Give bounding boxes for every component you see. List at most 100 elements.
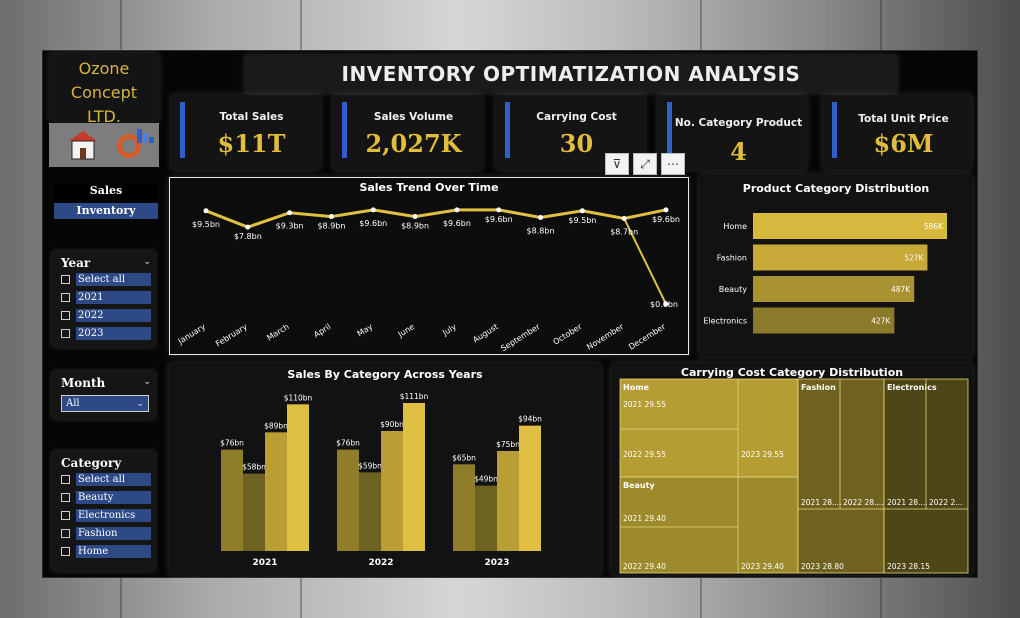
kpi-label: Total Sales	[219, 111, 284, 123]
category-slicer: Category Select all Beauty Electronics F…	[52, 451, 155, 571]
dashboard-title-box: INVENTORY OPTIMATIZATION ANALYSIS	[245, 55, 897, 93]
data-point	[621, 215, 627, 221]
cell-label: 2021 28....	[801, 498, 842, 507]
data-label: $9.3bn	[276, 222, 304, 231]
category-label: Beauty	[719, 285, 748, 294]
bar	[753, 307, 895, 334]
x-tick-label: October	[552, 322, 585, 347]
kpi-value: $11T	[217, 129, 286, 158]
carrying-cost-treemap: Carrying Cost Category Distribution Home…	[611, 363, 973, 575]
hbar-chart-svg: Home 586K Fashion 527K Beauty 487K Electronics…	[703, 213, 947, 334]
more-options-icon[interactable]: ⋯	[661, 153, 685, 175]
group-label: Electronics	[887, 383, 937, 392]
month-slicer-title: Month	[61, 376, 106, 390]
kpi-value: 30	[559, 129, 594, 158]
group-label: Home	[623, 383, 650, 392]
data-label: $8.8bn	[527, 227, 555, 236]
bar	[243, 473, 265, 551]
dashboard-canvas: Ozone Concept LTD. Sales Inventory Year …	[42, 50, 978, 578]
bar	[359, 472, 381, 551]
cell-label: 2023 29.55	[741, 450, 784, 459]
page-title: INVENTORY OPTIMATIZATION ANALYSIS	[341, 62, 801, 86]
data-point	[203, 208, 209, 214]
kpi-value: $6M	[873, 129, 934, 158]
data-label: $9.6bn	[652, 215, 680, 224]
chart-title: Sales By Category Across Years	[287, 368, 483, 381]
data-label: $9.5bn	[192, 220, 220, 229]
checkbox[interactable]	[61, 275, 70, 284]
cell-label: 2022 2...	[929, 498, 962, 507]
cell-label: 2021 29.55	[623, 400, 666, 409]
checkbox[interactable]	[61, 293, 70, 302]
checkbox[interactable]	[61, 547, 70, 556]
checkbox[interactable]	[61, 529, 70, 538]
kpi-card-total-unit-price: Total Unit Price $6M	[823, 95, 972, 170]
x-tick-label: December	[627, 322, 668, 352]
value-label: 586K	[924, 222, 944, 231]
month-dropdown-value: All	[66, 398, 80, 409]
cell-label: 2021 29.40	[623, 514, 666, 523]
x-tick-label: 2022	[368, 558, 393, 568]
line-chart-svg: $9.5bn January $7.8bn February $9.3bn March $8…	[176, 207, 680, 353]
slicer-item[interactable]: Electronics	[61, 509, 153, 522]
bar	[287, 404, 309, 551]
data-label: $9.6bn	[443, 219, 471, 228]
focus-mode-icon[interactable]: ⤢	[633, 153, 657, 175]
cell-label: 2023 29.40	[741, 562, 784, 571]
slicer-item[interactable]: 2021	[61, 291, 153, 304]
bar	[265, 432, 287, 551]
company-name-line1: Ozone	[78, 59, 130, 78]
checkbox[interactable]	[61, 329, 70, 338]
data-point	[287, 210, 293, 216]
slicer-item[interactable]: Home	[61, 545, 153, 558]
nav-inventory-button[interactable]: Inventory	[54, 203, 158, 219]
chevron-down-icon[interactable]: ⌄	[143, 257, 151, 267]
bar	[753, 276, 915, 302]
kpi-value: 2,027K	[365, 129, 462, 158]
filter-icon[interactable]: ⊽	[605, 153, 629, 175]
data-label: $8.9bn	[401, 222, 429, 231]
data-point	[245, 224, 251, 230]
x-tick-label: 2021	[252, 558, 277, 568]
value-label: $110bn	[284, 393, 313, 402]
slicer-item[interactable]: Beauty	[61, 491, 153, 504]
slicer-item[interactable]: Fashion	[61, 527, 153, 540]
data-point	[328, 214, 334, 220]
category-label: Home	[723, 222, 747, 231]
data-label: $7.8bn	[234, 232, 262, 241]
cell-label: 2022 29.40	[623, 562, 666, 571]
slicer-item[interactable]: Select all	[61, 273, 153, 286]
data-point	[412, 214, 418, 220]
slicer-item[interactable]: Select all	[61, 473, 153, 486]
value-label: 487K	[891, 285, 911, 294]
home-icon[interactable]	[69, 131, 97, 160]
checkbox[interactable]	[61, 475, 70, 484]
checkbox[interactable]	[61, 511, 70, 520]
data-label: $0.0bn	[650, 300, 678, 309]
data-label: $9.5bn	[568, 216, 596, 225]
year-slicer: Year ⌄ Select all 2021 2022 2023	[52, 251, 155, 347]
value-label: $58bn	[242, 463, 266, 472]
x-tick-label: January	[176, 322, 208, 346]
bar	[337, 449, 359, 551]
year-slicer-title: Year	[61, 256, 91, 270]
bar	[221, 449, 243, 551]
bar	[453, 464, 475, 551]
x-tick-label: September	[499, 322, 542, 353]
data-label: $8.7bn	[610, 227, 638, 236]
month-dropdown[interactable]: All ⌄	[61, 395, 149, 412]
checkbox[interactable]	[61, 493, 70, 502]
value-label: 527K	[904, 254, 924, 263]
slicer-item[interactable]: 2022	[61, 309, 153, 322]
checkbox[interactable]	[61, 311, 70, 320]
bar	[497, 451, 519, 551]
x-tick-label: November	[585, 322, 626, 352]
treemap-group	[797, 378, 885, 574]
cell-label: 2022 29.55	[623, 450, 666, 459]
slicer-item[interactable]: 2023	[61, 327, 153, 340]
bar	[475, 485, 497, 551]
treemap-group	[619, 378, 799, 478]
gear-chart-icon[interactable]	[117, 129, 154, 158]
nav-sales-button[interactable]: Sales	[54, 183, 158, 199]
chevron-down-icon: ⌄	[143, 377, 151, 387]
